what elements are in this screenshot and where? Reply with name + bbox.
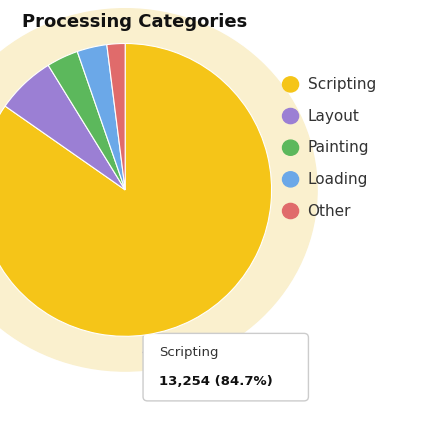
Wedge shape <box>48 51 125 190</box>
Wedge shape <box>77 45 125 190</box>
Wedge shape <box>107 43 125 190</box>
Wedge shape <box>0 43 272 336</box>
Text: Processing Categories: Processing Categories <box>22 13 248 31</box>
Text: Scripting: Scripting <box>159 346 218 359</box>
Text: Layout: Layout <box>308 108 359 124</box>
Text: Painting: Painting <box>308 140 369 155</box>
Circle shape <box>283 172 299 187</box>
Text: Scripting: Scripting <box>308 77 376 92</box>
Wedge shape <box>5 65 125 190</box>
Text: Loading: Loading <box>308 172 368 187</box>
Text: 13,254 (84.7%): 13,254 (84.7%) <box>159 376 272 388</box>
Circle shape <box>0 9 317 371</box>
FancyBboxPatch shape <box>143 333 308 401</box>
Circle shape <box>283 77 299 92</box>
Circle shape <box>283 140 299 155</box>
Text: 84.7%: 84.7% <box>125 223 188 241</box>
Circle shape <box>283 108 299 124</box>
Text: Other: Other <box>308 203 351 219</box>
Circle shape <box>283 203 299 219</box>
